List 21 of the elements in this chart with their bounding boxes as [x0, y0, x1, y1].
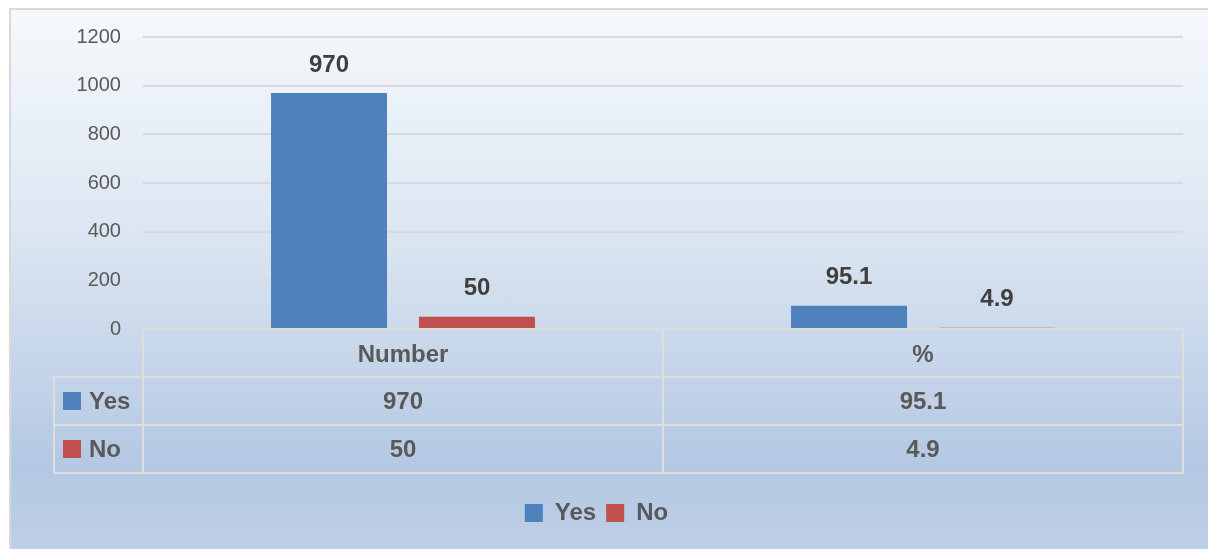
text: 95.1	[663, 377, 1183, 425]
legend-label: Yes	[554, 497, 597, 525]
text: Yes	[89, 387, 131, 414]
y-tick-label: 600	[87, 170, 121, 193]
legend-label: No	[636, 497, 669, 525]
text: No	[89, 435, 121, 462]
data-label: 970	[309, 49, 350, 77]
x-tick-label: Number	[357, 340, 449, 368]
y-tick-label: 0	[109, 316, 121, 339]
text: 50	[143, 425, 663, 473]
y-tick-label: 1000	[76, 73, 121, 96]
text: 970	[143, 377, 663, 425]
y-tick-label: 200	[87, 267, 121, 290]
x-tick-label: %	[912, 340, 934, 368]
text: 4.9	[663, 425, 1183, 473]
data-label: 4.9	[980, 284, 1014, 312]
y-tick-label: 1200	[76, 24, 121, 47]
y-tick-label: 400	[87, 219, 121, 242]
data-label: 50	[463, 273, 491, 301]
data-label: 95.1	[825, 262, 873, 290]
y-tick-label: 800	[87, 121, 121, 144]
